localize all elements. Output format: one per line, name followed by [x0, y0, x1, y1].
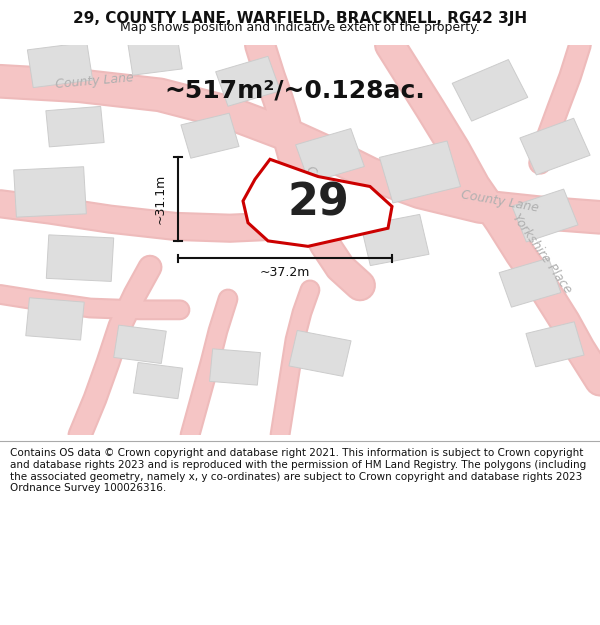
Polygon shape	[512, 189, 578, 242]
Polygon shape	[289, 331, 351, 376]
Text: Yorkshire Place: Yorkshire Place	[510, 211, 575, 296]
Polygon shape	[526, 322, 584, 367]
Text: ~37.2m: ~37.2m	[260, 266, 310, 279]
Polygon shape	[215, 56, 280, 106]
Polygon shape	[499, 258, 561, 307]
Text: Map shows position and indicative extent of the property.: Map shows position and indicative extent…	[120, 21, 480, 34]
Polygon shape	[181, 113, 239, 158]
Polygon shape	[520, 118, 590, 175]
Text: 29, COUNTY LANE, WARFIELD, BRACKNELL, RG42 3JH: 29, COUNTY LANE, WARFIELD, BRACKNELL, RG…	[73, 11, 527, 26]
Text: County
Lane: County Lane	[290, 164, 338, 216]
Polygon shape	[296, 129, 364, 182]
Polygon shape	[114, 325, 166, 364]
Polygon shape	[26, 298, 84, 340]
Text: County Lane: County Lane	[460, 188, 539, 214]
Polygon shape	[128, 36, 182, 75]
Polygon shape	[209, 349, 260, 385]
Text: ~517m²/~0.128ac.: ~517m²/~0.128ac.	[164, 78, 425, 102]
Text: ~31.1m: ~31.1m	[154, 174, 167, 224]
Polygon shape	[361, 214, 429, 266]
Polygon shape	[243, 159, 392, 246]
Polygon shape	[14, 167, 86, 217]
Polygon shape	[379, 141, 461, 203]
Polygon shape	[46, 235, 114, 281]
Polygon shape	[452, 59, 528, 121]
Text: 29: 29	[287, 181, 349, 224]
Polygon shape	[133, 362, 182, 399]
Polygon shape	[28, 42, 92, 88]
Text: Contains OS data © Crown copyright and database right 2021. This information is : Contains OS data © Crown copyright and d…	[10, 448, 586, 493]
Text: County Lane: County Lane	[55, 71, 134, 91]
Polygon shape	[46, 106, 104, 147]
